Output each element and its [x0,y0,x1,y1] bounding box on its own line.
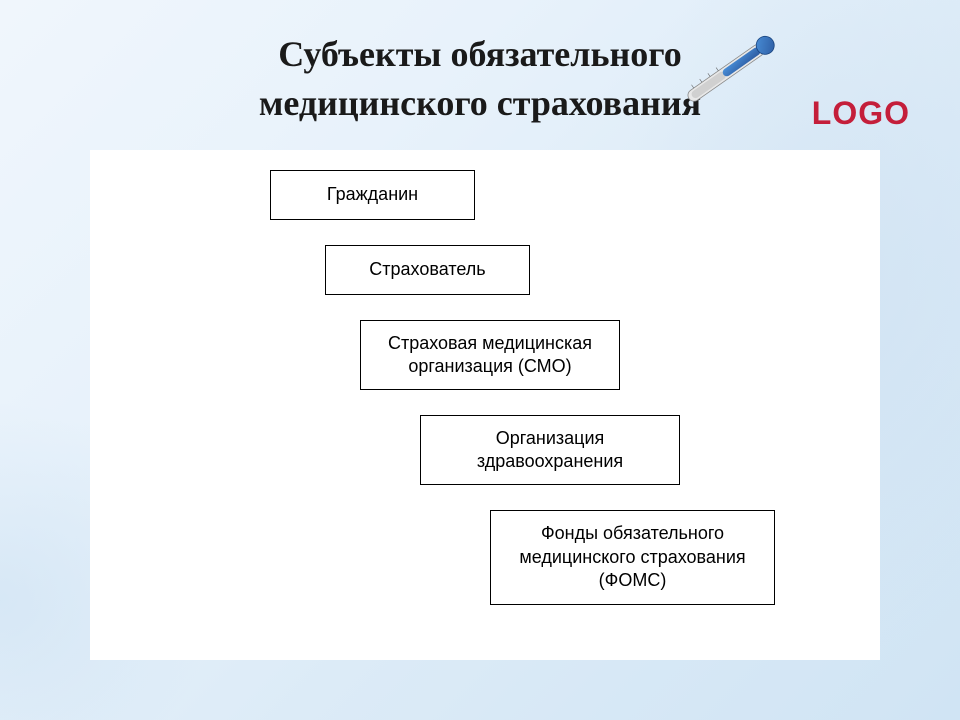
diagram-box-3: Страховая медицинская организация (СМО) [360,320,620,390]
logo-text: LOGO [812,95,910,132]
diagram-box-4: Организация здравоохранения [420,415,680,485]
diagram-panel: Гражданин Страхователь Страховая медицинск… [90,150,880,660]
diagram-box-5: Фонды обязательного медицинского страхов… [490,510,775,605]
diagram-box-2: Страхователь [325,245,530,295]
title-line-2: медицинского страхования [259,83,701,123]
title-line-1: Субъекты обязательного [278,34,681,74]
diagram-box-1: Гражданин [270,170,475,220]
